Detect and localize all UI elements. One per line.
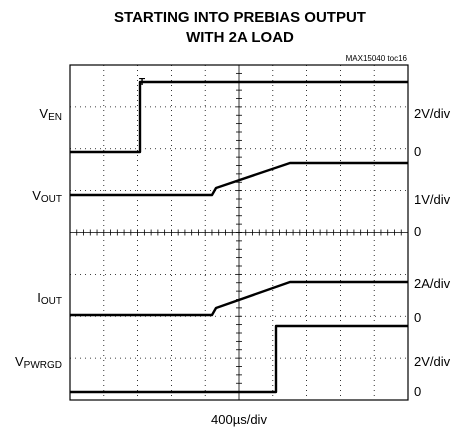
channel-name-main: I [37,290,41,305]
title-line: STARTING INTO PREBIAS OUTPUT [114,9,366,26]
channel-scale: 1V/div [414,192,451,207]
channel-name-sub: OUT [41,296,62,307]
channel-name-sub: EN [48,112,62,123]
channel-name-main: V [15,354,24,369]
channel-scale: 2V/div [414,354,451,369]
graticule [69,64,409,401]
channel-name: VPWRGD [15,354,62,371]
title-line: WITH 2A LOAD [186,29,294,46]
channel-name: VEN [39,106,62,123]
channel-name-sub: PWRGD [24,360,62,371]
channel-zero: 0 [414,144,421,159]
channel-zero: 0 [414,310,421,325]
channel-name-main: V [32,188,41,203]
channel-name-sub: OUT [41,194,62,205]
channel-name: IOUT [37,290,62,307]
trace-ven [70,80,408,154]
trace-vpwrgd [70,324,408,394]
channel-scale: 2A/div [414,276,451,291]
channel-scale: 2V/div [414,106,451,121]
channel-name: VOUT [32,188,62,205]
channel-zero: 0 [414,224,421,239]
trace-iout [70,280,408,317]
timebase: 400µs/div [211,412,267,427]
trace-vout [70,161,408,197]
channel-zero: 0 [414,384,421,399]
figure-id: MAX15040 toc16 [346,54,408,63]
trigger-marker: T [139,77,145,88]
channel-name-main: V [39,106,48,121]
traces: T [70,77,408,394]
